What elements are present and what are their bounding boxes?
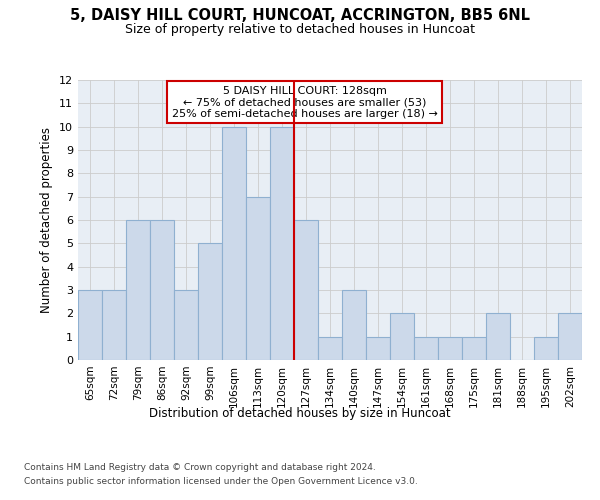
Bar bbox=[390, 314, 414, 360]
Bar bbox=[558, 314, 582, 360]
Text: Contains public sector information licensed under the Open Government Licence v3: Contains public sector information licen… bbox=[24, 478, 418, 486]
Bar bbox=[486, 314, 510, 360]
Bar bbox=[102, 290, 126, 360]
Text: 5 DAISY HILL COURT: 128sqm
← 75% of detached houses are smaller (53)
25% of semi: 5 DAISY HILL COURT: 128sqm ← 75% of deta… bbox=[172, 86, 438, 119]
Bar bbox=[294, 220, 318, 360]
Y-axis label: Number of detached properties: Number of detached properties bbox=[40, 127, 53, 313]
Bar bbox=[78, 290, 102, 360]
Bar bbox=[438, 336, 462, 360]
Bar bbox=[198, 244, 222, 360]
Text: Size of property relative to detached houses in Huncoat: Size of property relative to detached ho… bbox=[125, 22, 475, 36]
Bar bbox=[414, 336, 438, 360]
Text: Distribution of detached houses by size in Huncoat: Distribution of detached houses by size … bbox=[149, 408, 451, 420]
Bar bbox=[534, 336, 558, 360]
Bar bbox=[174, 290, 198, 360]
Bar bbox=[318, 336, 342, 360]
Bar bbox=[462, 336, 486, 360]
Bar bbox=[342, 290, 366, 360]
Bar bbox=[150, 220, 174, 360]
Bar bbox=[270, 126, 294, 360]
Bar bbox=[366, 336, 390, 360]
Text: Contains HM Land Registry data © Crown copyright and database right 2024.: Contains HM Land Registry data © Crown c… bbox=[24, 462, 376, 471]
Bar bbox=[246, 196, 270, 360]
Bar bbox=[126, 220, 150, 360]
Bar bbox=[222, 126, 246, 360]
Text: 5, DAISY HILL COURT, HUNCOAT, ACCRINGTON, BB5 6NL: 5, DAISY HILL COURT, HUNCOAT, ACCRINGTON… bbox=[70, 8, 530, 22]
